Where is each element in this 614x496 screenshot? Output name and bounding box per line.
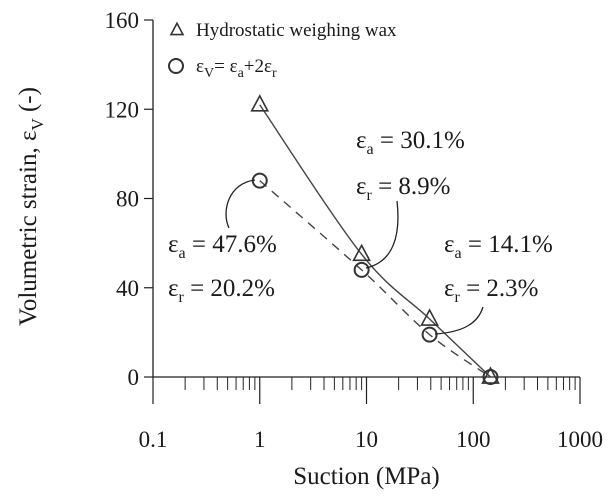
y-tick-label: 0	[128, 365, 140, 390]
annotation-strain-a: εa = 47.6%	[168, 231, 277, 262]
annotations: εa = 47.6% εr = 20.2% εa = 30.1% εr = 8.9% ε…	[168, 127, 553, 335]
x-tick-label: 1	[254, 427, 266, 452]
fit-curves	[259, 104, 491, 378]
annotation-leader-line	[225, 179, 256, 229]
triangle-data-point	[250, 94, 270, 112]
computed-fit-line	[259, 180, 491, 378]
annotation-leader-line	[365, 200, 399, 269]
legend-triangle-icon	[169, 21, 185, 36]
y-tick-label: 160	[105, 8, 140, 33]
circle-data-point	[421, 326, 438, 343]
legend-circle-icon	[168, 58, 184, 74]
x-axis-title: Suction (MPa)	[293, 463, 440, 490]
y-tick-label: 40	[116, 276, 139, 301]
y-tick-label: 80	[116, 187, 139, 212]
x-tick-label: 0.1	[139, 427, 168, 452]
annotation-strain-r: εr = 20.2%	[168, 275, 275, 306]
y-tick-label: 120	[105, 97, 140, 122]
wax-fit-line	[259, 104, 491, 378]
circle-data-point	[482, 369, 499, 385]
legend-label-wax: Hydrostatic weighing wax	[196, 20, 397, 41]
ticks: 0 40 80 120 160 0.1 1 10 100 1000	[105, 8, 604, 452]
y-axis-title: Volumetric strain, εV (-)	[15, 87, 47, 326]
triangle-data-point	[352, 243, 371, 262]
x-tick-label: 10	[355, 427, 378, 452]
legend-label-computed: εV= εa+2εr	[196, 56, 277, 81]
legend: Hydrostatic weighing wax εV= εa+2εr	[168, 20, 397, 81]
annotation-leader-line	[434, 306, 484, 335]
annotation-strain-a: εa = 14.1%	[444, 231, 553, 262]
x-tick-label: 100	[456, 427, 491, 452]
x-tick-label: 1000	[557, 427, 603, 452]
annotation-strain-r: εr = 2.3%	[444, 275, 539, 306]
annotation-strain-a: εa = 30.1%	[356, 127, 465, 158]
triangle-data-point	[420, 308, 439, 326]
annotation-strain-r: εr = 8.9%	[356, 173, 451, 204]
circle-data-point	[353, 261, 370, 278]
